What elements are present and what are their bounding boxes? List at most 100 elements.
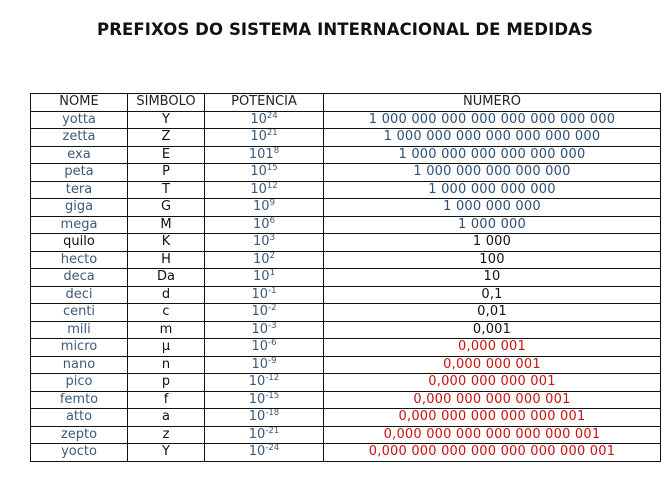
page-title: PREFIXOS DO SISTEMA INTERNACIONAL DE MED… [97, 20, 593, 39]
prefix-symbol: Da [127, 268, 205, 287]
prefix-name: yocto [30, 443, 128, 462]
prefix-number: 0,000 000 000 000 000 001 [323, 408, 661, 427]
prefix-power: 10-6 [204, 338, 324, 357]
prefix-symbol: Y [127, 443, 205, 462]
prefix-number: 0,000 000 000 001 [323, 373, 661, 392]
table-row: zetta Z 1021 1 000 000 000 000 000 000 000 [30, 128, 661, 147]
power-base: 10 [248, 391, 266, 407]
power-exponent: 6 [269, 216, 275, 226]
prefix-number: 0,001 [323, 320, 661, 339]
power-exponent: -15 [265, 391, 280, 401]
table-row: atto a 10-18 0,000 000 000 000 000 001 [30, 408, 661, 427]
power-exponent: 2 [269, 251, 275, 261]
power-exponent: 1 [269, 268, 275, 279]
prefix-name: deci [30, 285, 128, 304]
prefix-symbol: K [127, 233, 205, 252]
power-exponent: -18 [265, 408, 280, 419]
power-exponent: -9 [268, 356, 277, 366]
table-row: peta P 1015 1 000 000 000 000 000 [30, 163, 661, 182]
prefix-number: 1 000 000 000 000 [323, 180, 661, 199]
power-base: 10 [248, 444, 266, 460]
prefix-power: 1015 [204, 163, 324, 182]
table-row: pico p 10-12 0,000 000 000 001 [30, 373, 661, 392]
prefix-name: pico [30, 373, 128, 392]
power-base: 10 [250, 164, 267, 180]
header-numero: NÚMERO [323, 93, 661, 112]
header-simbolo: SÍMBOLO [127, 93, 205, 112]
table-row: deca Da 101 10 [30, 268, 661, 287]
prefix-symbol: d [127, 285, 205, 304]
prefix-number: 1 000 000 [323, 215, 661, 234]
prefix-power: 102 [204, 250, 324, 269]
prefix-name: deca [30, 268, 128, 287]
prefix-number: 0,000 000 000 000 000 000 000 001 [323, 443, 661, 462]
power-base: 10 [253, 216, 270, 232]
power-exponent: 24 [266, 111, 278, 121]
power-base: 10 [253, 251, 270, 267]
prefix-symbol: m [127, 320, 205, 339]
table-row: yotta Y 1024 1 000 000 000 000 000 000 000 … [30, 110, 661, 129]
prefix-name: atto [30, 408, 128, 427]
power-exponent: 9 [269, 198, 275, 209]
table-row: mili m 10-3 0,001 [30, 320, 661, 339]
table-row: giga G 109 1 000 000 000 [30, 198, 661, 217]
header-potencia: POTÊNCIA [204, 93, 324, 112]
power-base: 10 [251, 321, 269, 337]
table-row: deci d 10-1 0,1 [30, 285, 661, 304]
prefix-symbol: T [127, 180, 205, 199]
table-row: centi c 10-2 0,01 [30, 303, 661, 322]
table-row: hecto H 102 100 [30, 250, 661, 269]
prefix-symbol: G [127, 198, 205, 217]
prefix-number: 1 000 000 000 000 000 [323, 163, 661, 182]
power-exponent: -21 [265, 426, 280, 436]
prefix-power: 101 [204, 268, 324, 287]
prefix-name: exa [30, 145, 128, 164]
power-exponent: -24 [265, 443, 280, 454]
power-exponent: -1 [268, 286, 277, 296]
power-base: 10 [251, 286, 269, 302]
header-nome: NOME [30, 93, 128, 112]
prefix-name: nano [30, 355, 128, 374]
prefix-power: 10-24 [204, 443, 324, 462]
prefix-number: 1 000 000 000 [323, 198, 661, 217]
power-base: 10 [250, 111, 267, 127]
prefix-power: 10-2 [204, 303, 324, 322]
prefix-name: micro [30, 338, 128, 357]
power-exponent: 3 [269, 233, 275, 244]
prefix-number: 1 000 000 000 000 000 000 [323, 145, 661, 164]
table-row: tera T 1012 1 000 000 000 000 [30, 180, 661, 199]
prefix-symbol: P [127, 163, 205, 182]
table-row: nano n 10-9 0,000 000 001 [30, 355, 661, 374]
power-base: 10 [248, 409, 266, 425]
prefix-symbol: H [127, 250, 205, 269]
prefix-symbol: Y [127, 110, 205, 129]
prefix-name: centi [30, 303, 128, 322]
prefix-symbol: µ [127, 338, 205, 357]
prefix-name: mili [30, 320, 128, 339]
prefix-number: 100 [323, 250, 661, 269]
power-base: 10 [248, 426, 266, 442]
prefix-power: 10-9 [204, 355, 324, 374]
prefix-number: 1 000 000 000 000 000 000 000 000 [323, 110, 661, 129]
prefix-number: 0,000 001 [323, 338, 661, 357]
prefix-power: 10-21 [204, 425, 324, 444]
power-base: 10 [250, 129, 267, 145]
table-row: zepto z 10-21 0,000 000 000 000 000 000 001 [30, 425, 661, 444]
prefix-symbol: f [127, 390, 205, 409]
prefix-symbol: M [127, 215, 205, 234]
prefix-name: femto [30, 390, 128, 409]
prefix-number: 1 000 [323, 233, 661, 252]
power-exponent: 12 [266, 181, 278, 191]
power-base: 10 [251, 356, 269, 372]
prefix-power: 1021 [204, 128, 324, 147]
prefix-power: 103 [204, 233, 324, 252]
table-row: yocto Y 10-24 0,000 000 000 000 000 000 000… [30, 443, 661, 462]
table-row: mega M 106 1 000 000 [30, 215, 661, 234]
prefix-power: 106 [204, 215, 324, 234]
power-base: 10 [253, 269, 270, 285]
power-exponent: 21 [266, 128, 278, 139]
prefix-name: hecto [30, 250, 128, 269]
prefix-symbol: z [127, 425, 205, 444]
prefix-symbol: E [127, 145, 205, 164]
prefix-power: 10-3 [204, 320, 324, 339]
